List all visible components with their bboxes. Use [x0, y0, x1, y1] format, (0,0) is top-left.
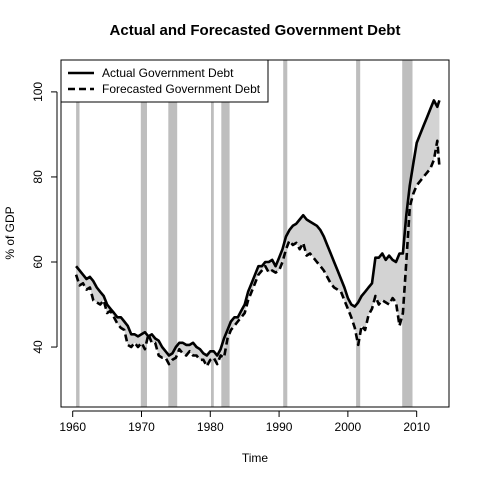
y-tick-label-40: 40: [31, 340, 45, 354]
y-tick-label-80: 80: [31, 170, 45, 184]
recession-band-6: [283, 60, 288, 407]
chart-title: Actual and Forecasted Government Debt: [110, 22, 401, 39]
legend-box: [60, 59, 269, 103]
x-tick-label-1970: 1970: [128, 420, 155, 434]
plot-frame: [60, 59, 450, 408]
y-axis: 40 60 80 100: [31, 82, 58, 354]
legend-label-forecast: Forecasted Government Debt: [102, 82, 261, 96]
x-tick-label-1960: 1960: [59, 420, 86, 434]
x-tick-label-1990: 1990: [266, 420, 293, 434]
x-tick-label-2000: 2000: [335, 420, 362, 434]
y-tick-label-100: 100: [31, 82, 45, 102]
recession-band-4: [211, 60, 214, 407]
legend-label-actual: Actual Government Debt: [102, 66, 234, 80]
recession-band-2: [140, 60, 147, 407]
y-tick-label-60: 60: [31, 255, 45, 269]
series-line-forecast: [74, 139, 441, 368]
x-tick-label-1980: 1980: [197, 420, 224, 434]
legend: Actual Government Debt Forecasted Govern…: [60, 59, 269, 103]
recession-band-5: [221, 60, 230, 407]
x-axis-label: Time: [242, 451, 269, 465]
x-axis: 1960 1970 1980 1990 2000 2010: [59, 410, 430, 434]
x-tick-label-2010: 2010: [403, 420, 430, 434]
series-lines: [74, 99, 441, 368]
y-axis-label: % of GDP: [3, 206, 17, 259]
recession-band-1: [76, 60, 80, 407]
forecast-gap-fill: [76, 100, 440, 367]
series-line-actual: [75, 99, 441, 357]
forecast-gap-area: [76, 100, 440, 367]
recession-bands: [76, 60, 413, 407]
recession-band-7: [356, 60, 361, 407]
recession-band-3: [168, 60, 178, 407]
